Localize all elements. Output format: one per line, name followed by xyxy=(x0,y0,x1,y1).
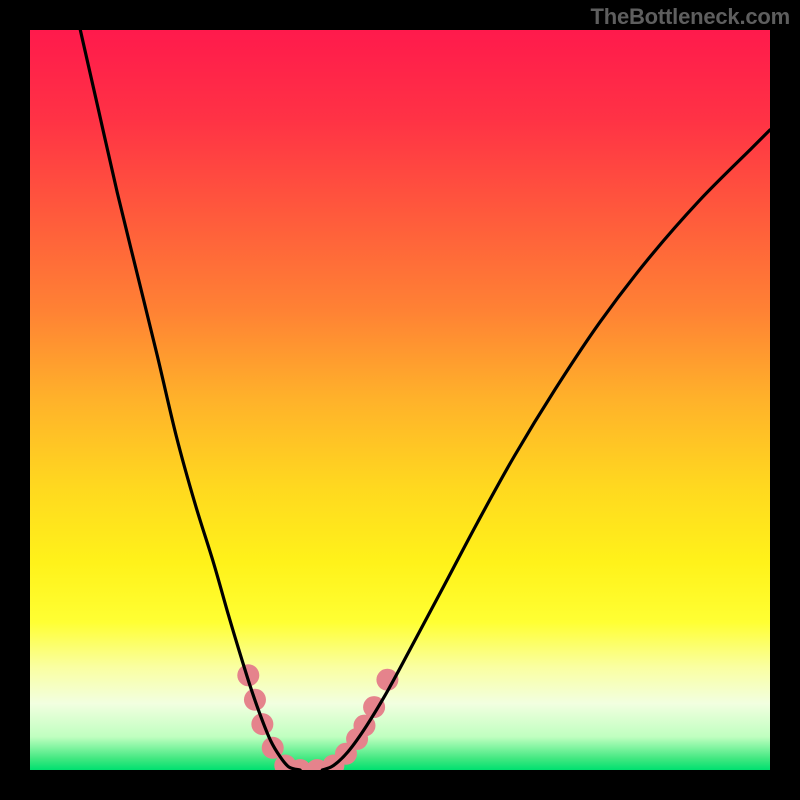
bottleneck-chart xyxy=(0,0,800,800)
chart-frame: TheBottleneck.com xyxy=(0,0,800,800)
plot-background xyxy=(30,30,770,770)
watermark-text: TheBottleneck.com xyxy=(590,4,790,30)
